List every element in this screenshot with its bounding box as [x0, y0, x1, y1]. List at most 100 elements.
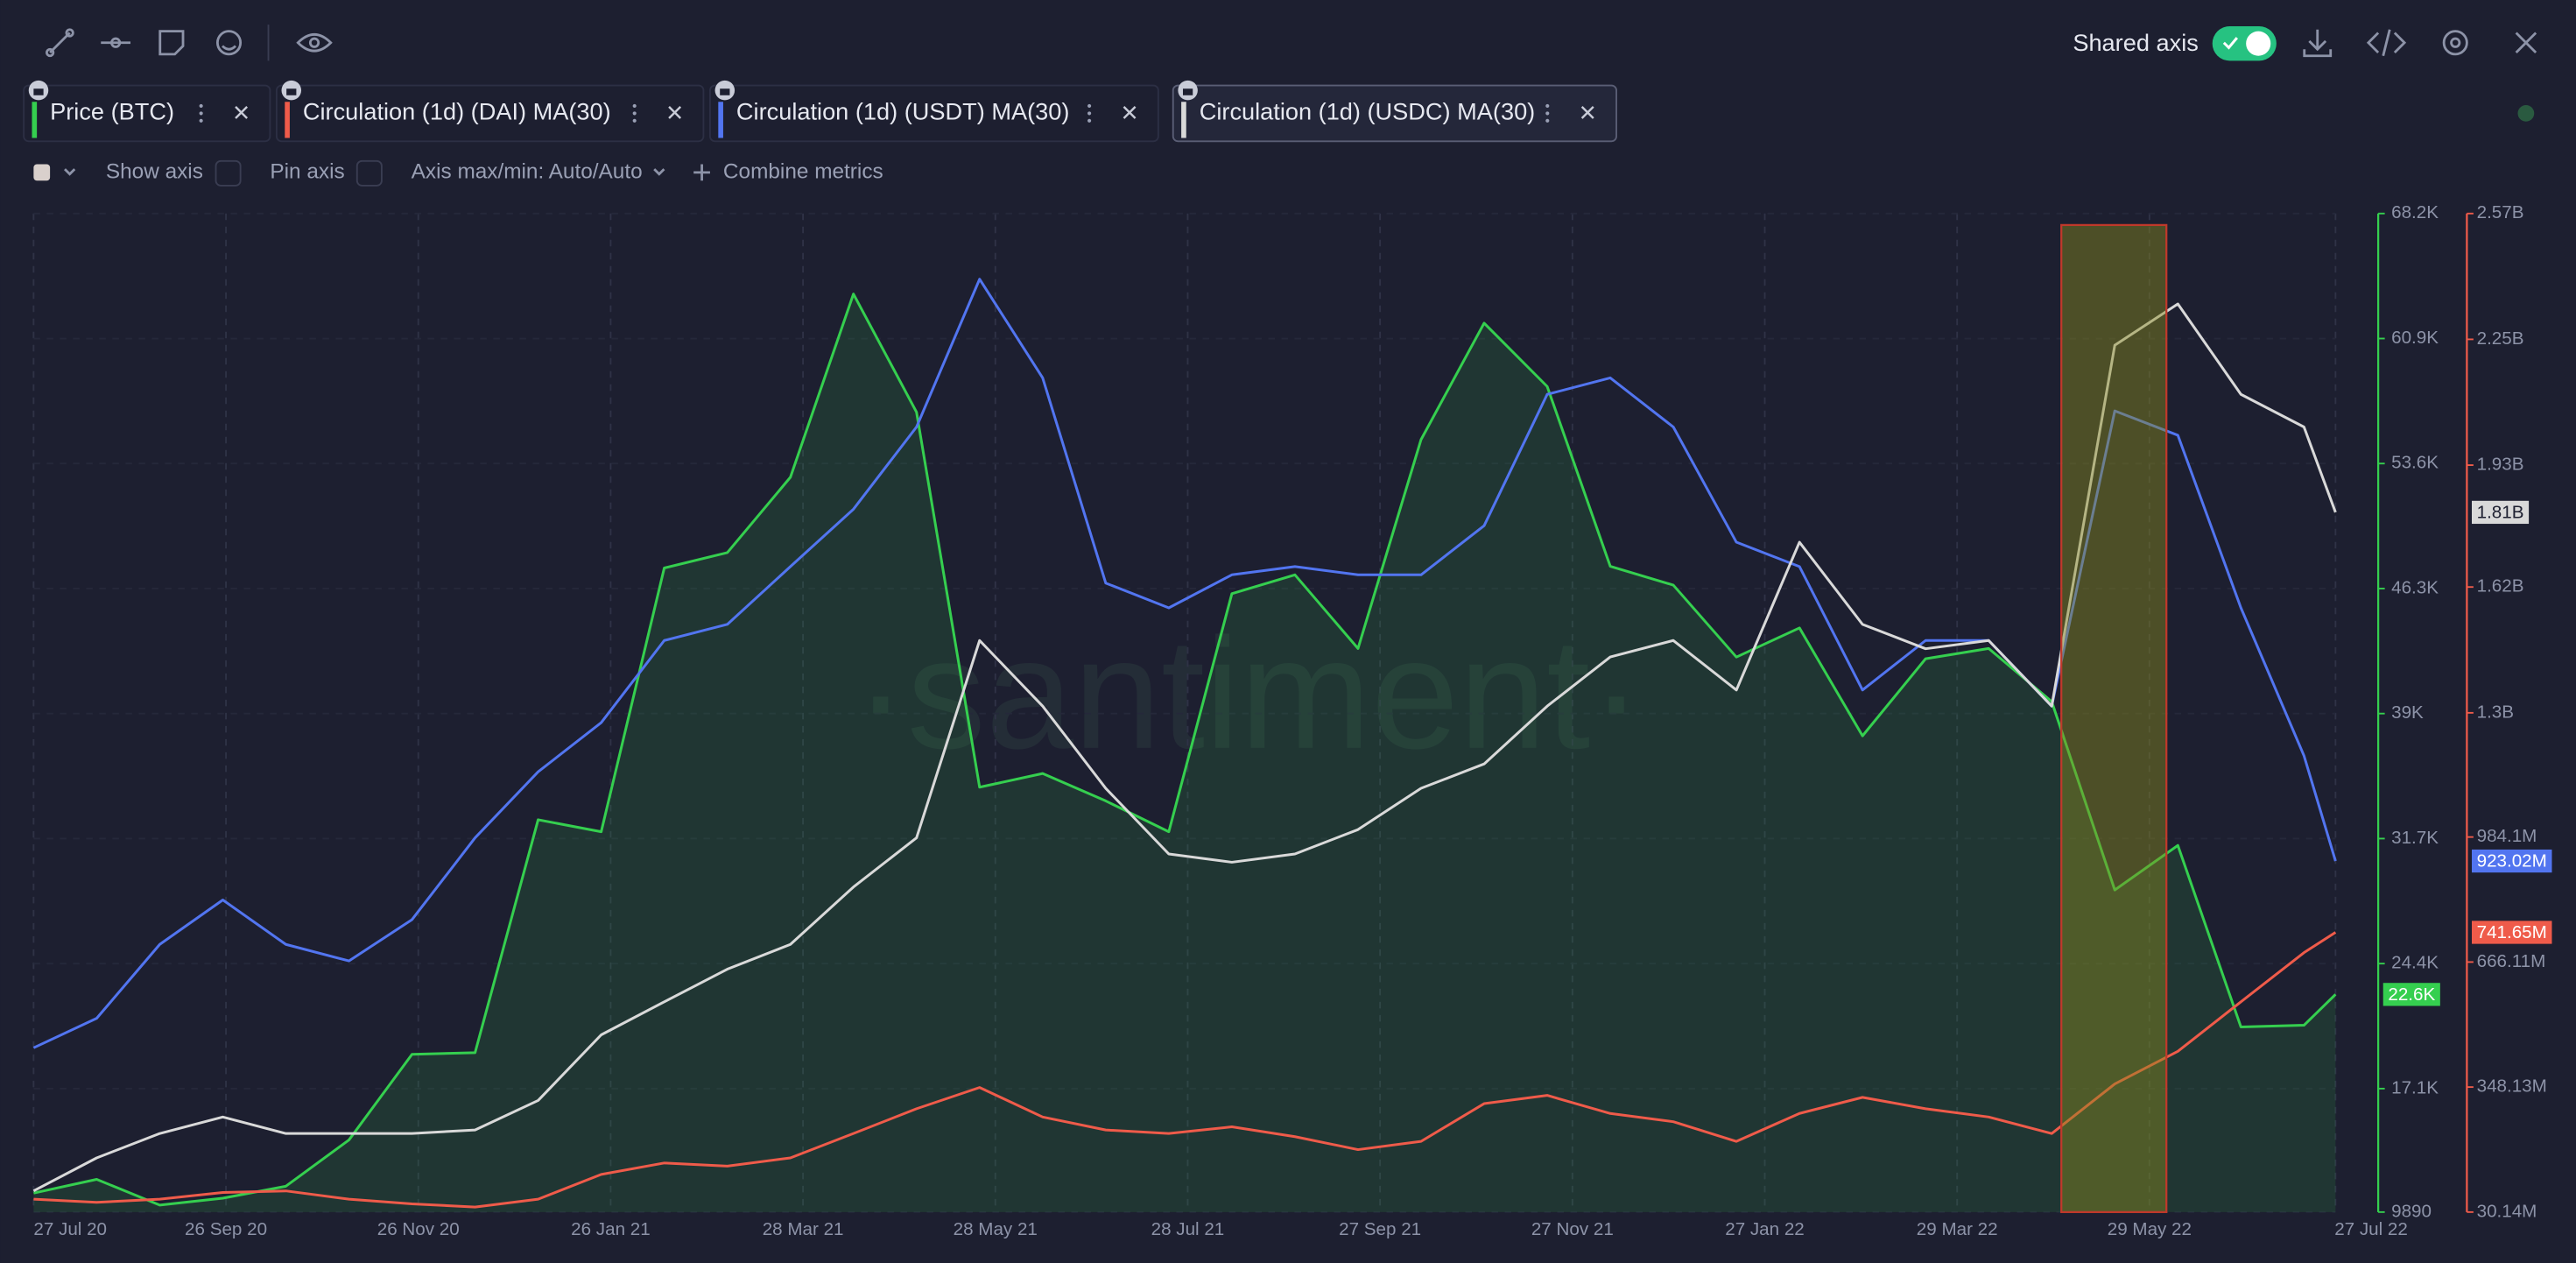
series-line: [33, 293, 2337, 1207]
y2-tick-label: 348.13M: [2477, 1076, 2547, 1097]
lock-body: [286, 88, 297, 95]
value-badge: [2471, 500, 2530, 525]
x-tick-label: 26 Sep 20: [185, 1219, 267, 1239]
grid: [32, 212, 2337, 1213]
metric-tab[interactable]: Circulation (1d) (USDC) MA(30): [1172, 80, 1617, 143]
axis-range-chevron: [653, 168, 665, 176]
tab-close[interactable]: [668, 106, 682, 119]
emoji-tool[interactable]: [215, 30, 243, 56]
menu-dot: [632, 111, 637, 116]
tab-close[interactable]: [235, 106, 249, 119]
y2-tick-label: 30.14M: [2477, 1201, 2537, 1221]
tab-box: [275, 84, 705, 143]
x-tick-label: 27 Sep 21: [1339, 1219, 1421, 1239]
y2-tick-label: 2.25B: [2477, 328, 2524, 349]
y-tick-label: 17.1K: [2391, 1077, 2439, 1097]
tab-box: [23, 84, 271, 143]
menu-dot: [1545, 103, 1550, 109]
axes: 27 Jul 20 26 Sep 20 26 Nov 20 26 Jan 21 28 M…: [33, 202, 2552, 1239]
menu-dot: [199, 118, 203, 123]
download-button[interactable]: [2303, 29, 2333, 58]
area: [33, 293, 2336, 1212]
series-line: [32, 278, 2337, 1049]
series-line: [33, 931, 2337, 1209]
series-line: [32, 302, 2337, 1193]
pin-axis-checkbox[interactable]: [355, 159, 383, 187]
tab-box: [709, 84, 1159, 143]
eye-toggle[interactable]: [296, 32, 333, 53]
y-tick-label: 39K: [2391, 702, 2424, 723]
y-tick-label: 60.9K: [2391, 328, 2439, 348]
y2-tick-label: 984.1M: [2477, 826, 2537, 846]
lock-body: [1182, 88, 1193, 95]
tab-close[interactable]: [1123, 106, 1137, 119]
shared-axis-toggle[interactable]: [2212, 26, 2277, 61]
value-badge-label: 22.6K: [2388, 984, 2435, 1005]
menu-dot: [1087, 118, 1092, 123]
x-tick-label: 28 Mar 21: [763, 1219, 844, 1239]
metric-tab[interactable]: Circulation (1d) (DAI) MA(30): [275, 80, 705, 143]
x-tick-label: 26 Jan 21: [571, 1219, 651, 1239]
toolbar: Shared axis: [45, 25, 2537, 61]
y-tick-label: 46.3K: [2391, 577, 2439, 597]
y-tick-label: 53.6K: [2391, 453, 2439, 473]
pin-axis[interactable]: Pin axis: [270, 159, 344, 183]
lock-body: [720, 88, 730, 95]
y-tick-label: 68.2K: [2391, 202, 2439, 222]
x-tick-label: 28 Jul 21: [1151, 1219, 1225, 1239]
combine-metrics[interactable]: Combine metrics: [723, 159, 883, 183]
plus-icon: [693, 164, 710, 181]
y-tick-label: 31.7K: [2391, 828, 2439, 848]
watermark: ·santiment·: [855, 606, 1643, 782]
status-dot: [2517, 105, 2535, 122]
tab-color: [1181, 102, 1186, 138]
x-tick-label: 29 Mar 22: [1917, 1219, 1998, 1239]
tab-label: Price (BTC): [50, 98, 174, 125]
shared-axis-label: Shared axis: [2073, 29, 2199, 56]
tab-label: Circulation (1d) (DAI) MA(30): [303, 98, 611, 125]
show-axis-checkbox[interactable]: [215, 159, 242, 187]
menu-dot: [1545, 111, 1550, 116]
value-badge: [2471, 921, 2552, 944]
y2-tick-label: 1.3B: [2477, 702, 2514, 722]
tab-label: Circulation (1d) (USDT) MA(30): [736, 98, 1069, 125]
tab-close[interactable]: [1580, 106, 1594, 119]
x-tick-label: 27 Jul 20: [33, 1219, 107, 1239]
show-axis[interactable]: Show axis: [106, 159, 203, 183]
embed-button[interactable]: [2366, 29, 2407, 57]
close-button[interactable]: [2515, 32, 2537, 53]
note-tool[interactable]: [158, 30, 185, 56]
settings-button[interactable]: [2442, 30, 2468, 56]
plot: [32, 278, 2337, 1212]
menu-dot: [199, 103, 203, 109]
menu-dot: [632, 118, 637, 123]
x-tick-label: 29 May 22: [2108, 1219, 2192, 1239]
x-tick-label: 27 Jul 22: [2334, 1219, 2408, 1239]
menu-dot: [1545, 118, 1550, 123]
metric-tabs: Price (BTC) Circulation (1d) (DAI) MA(30)…: [23, 80, 1617, 143]
metric-tab[interactable]: Price (BTC): [23, 80, 271, 143]
line-tool[interactable]: [45, 28, 74, 58]
axis-range[interactable]: Axis max/min: Auto/Auto: [412, 159, 643, 183]
menu-dot: [199, 111, 203, 116]
menu-dot: [1087, 103, 1092, 109]
y-tick-label: 24.4K: [2391, 953, 2439, 973]
menu-dot: [1087, 111, 1092, 116]
highlight-region: [2060, 223, 2168, 1213]
x-tick-label: 26 Nov 20: [377, 1219, 460, 1239]
color-picker[interactable]: [33, 164, 76, 181]
x-tick-label: 27 Jan 22: [1725, 1219, 1805, 1239]
value-badge-label: 1.81B: [2477, 502, 2524, 522]
controls: Show axis Pin axis Axis max/min: Auto/Au…: [33, 159, 883, 187]
hline-tool[interactable]: [101, 37, 131, 48]
value-badge-label: 741.65M: [2477, 922, 2547, 942]
x-tick-label: 27 Nov 21: [1531, 1219, 1614, 1239]
tab-color: [718, 102, 723, 138]
value-badge: [2471, 849, 2552, 873]
y2-tick-label: 2.57B: [2477, 202, 2524, 222]
value-badge: [2382, 983, 2440, 1006]
metric-tab[interactable]: Circulation (1d) (USDT) MA(30): [709, 80, 1159, 143]
y-tick-label: 9890: [2391, 1201, 2432, 1221]
